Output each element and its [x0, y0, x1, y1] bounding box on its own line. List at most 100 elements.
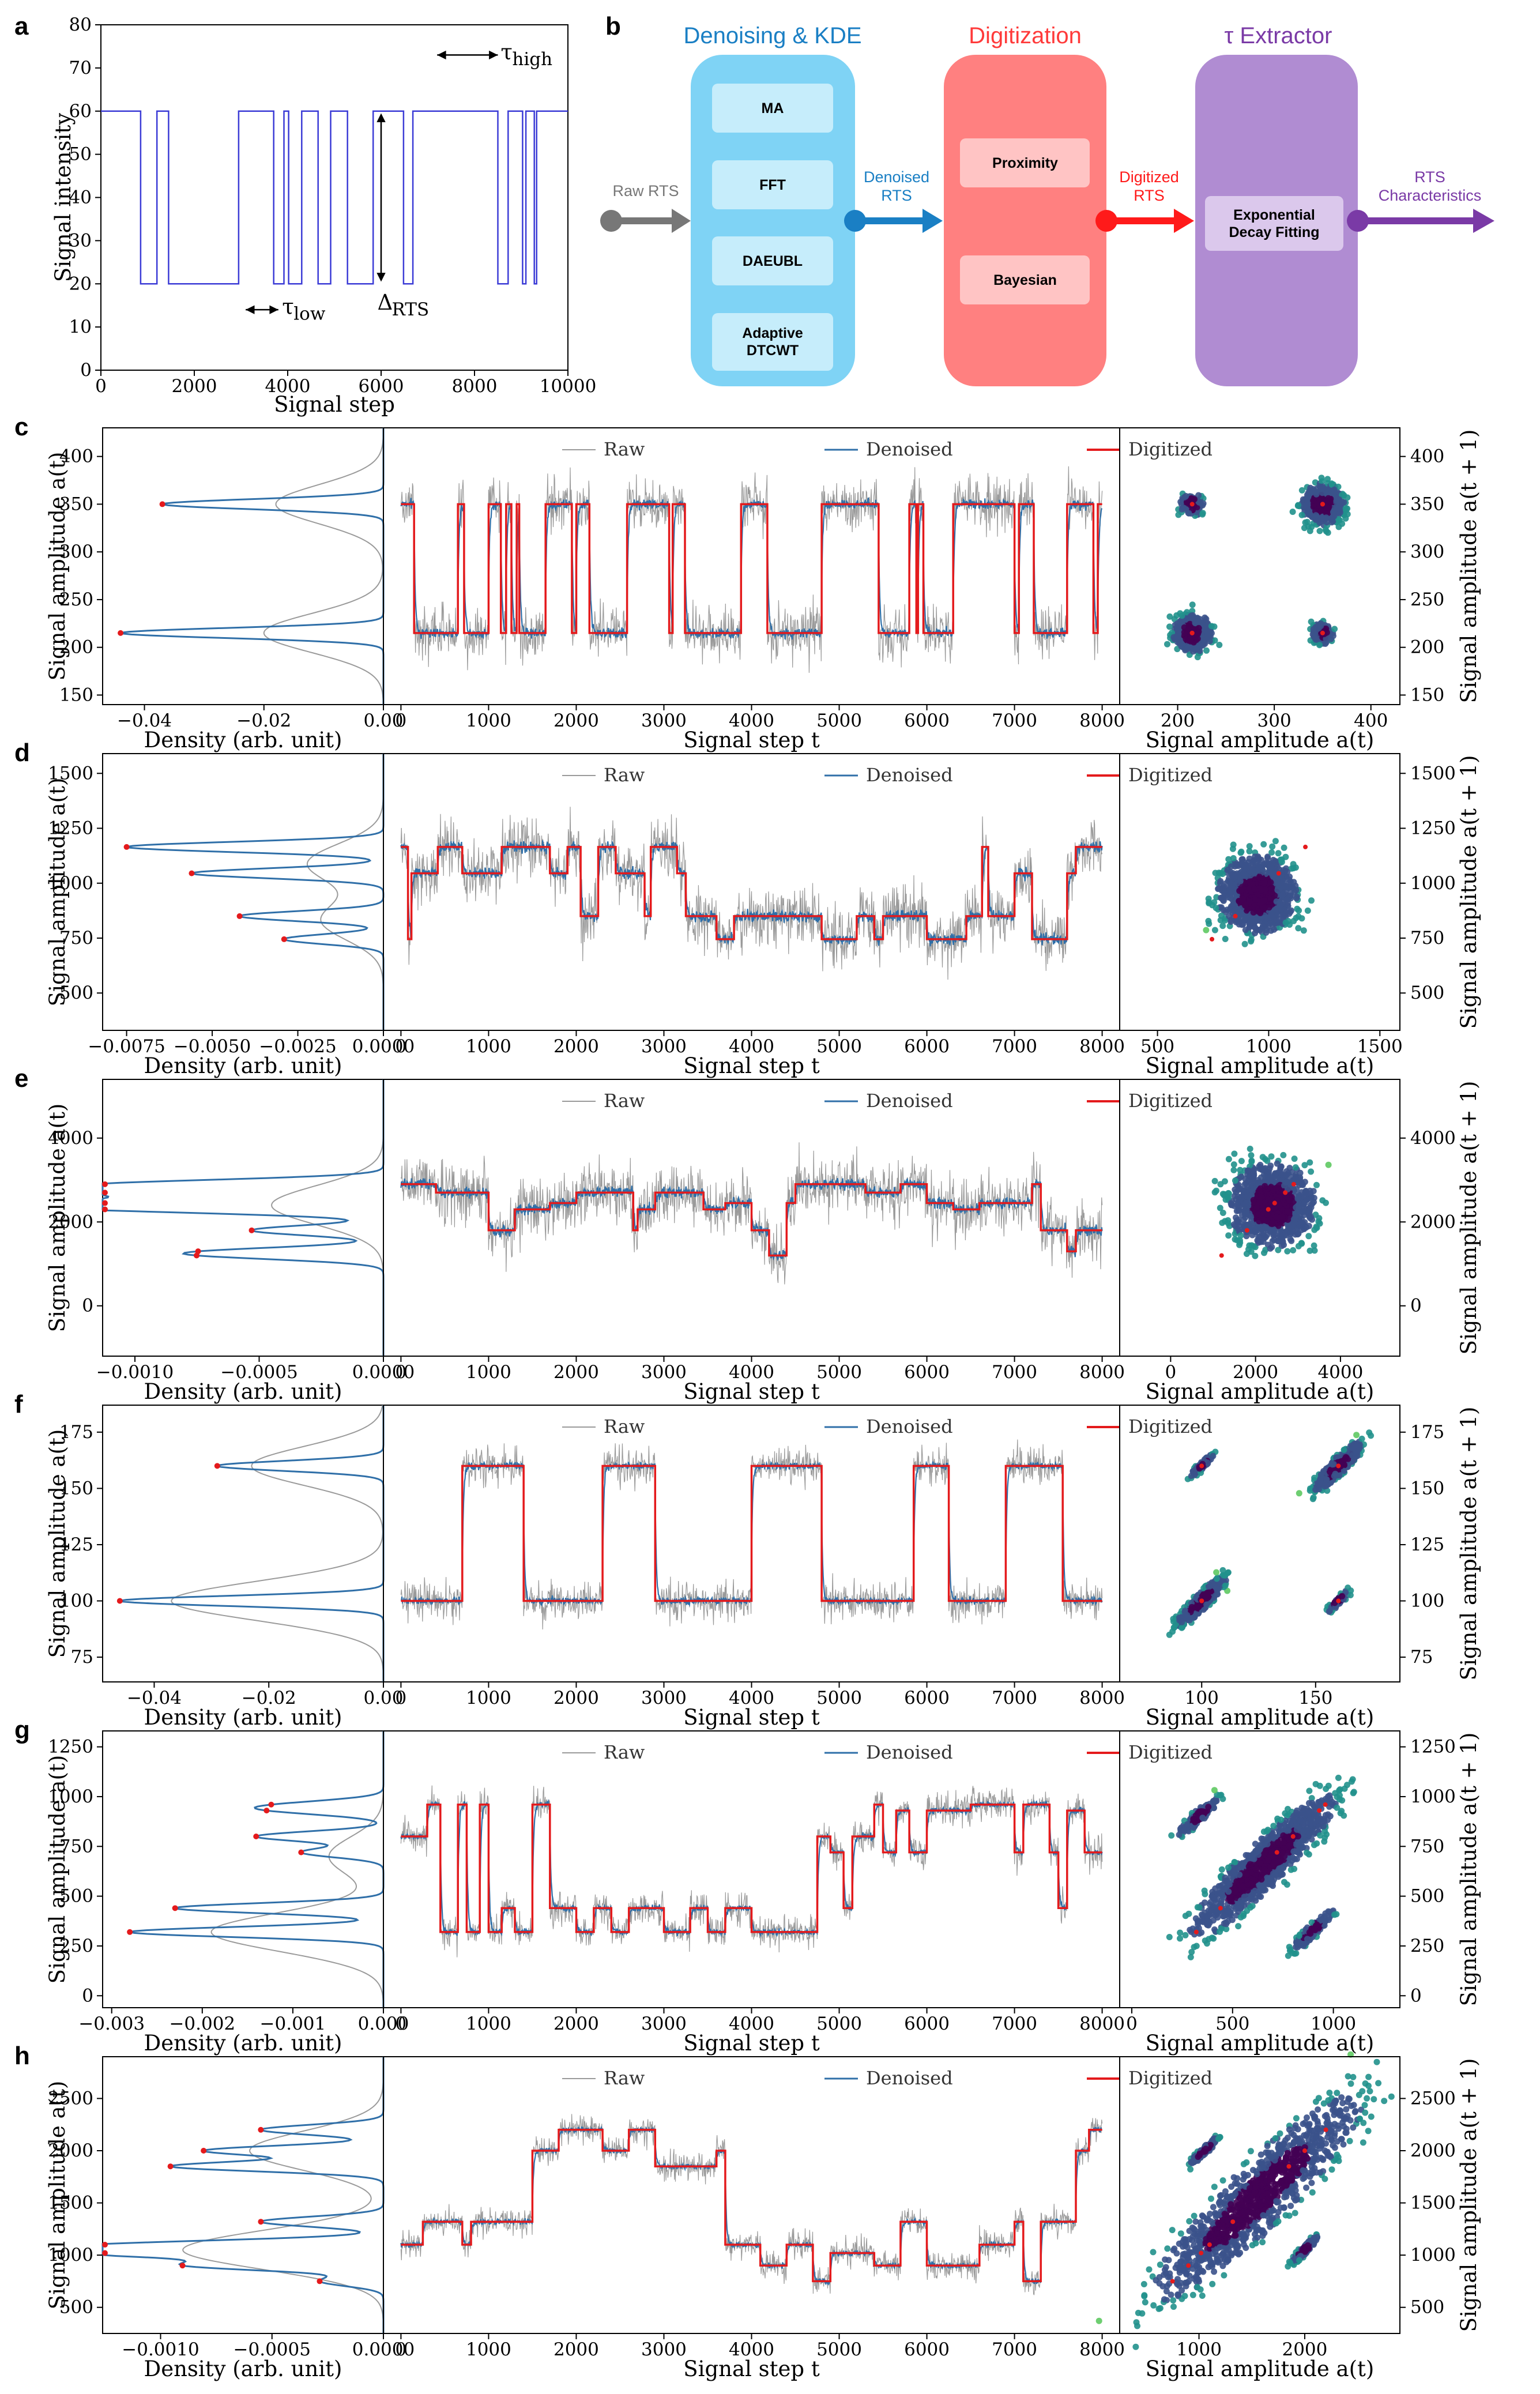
- scatter-point: [1295, 925, 1302, 932]
- x-tick-label: 2000: [554, 710, 599, 731]
- scatter-center-marker: [1320, 630, 1325, 635]
- scatter-point: [1249, 1188, 1256, 1195]
- legend-label: Denoised: [866, 438, 953, 460]
- density-peak-marker: [214, 1463, 220, 1469]
- x-tick-label: 8000: [1079, 1362, 1125, 1383]
- scatter-point: [1166, 623, 1173, 630]
- legend-label: Raw: [604, 1090, 645, 1112]
- scatter-point: [1263, 929, 1270, 936]
- scatter-point: [1289, 509, 1296, 515]
- legend-label: Denoised: [866, 1416, 953, 1437]
- scatter-point: [1242, 872, 1249, 879]
- scatter-point: [1323, 1199, 1329, 1206]
- scatter-point: [1244, 1193, 1251, 1200]
- scatter-point: [1328, 519, 1335, 526]
- scatter-point: [1250, 909, 1257, 916]
- scatter-point: [1231, 1150, 1238, 1157]
- scatter-point: [1222, 936, 1229, 942]
- method-daeubl: DAEUBL: [743, 253, 803, 269]
- scatter-point: [1184, 609, 1191, 616]
- y-tick-label: 2000: [1410, 1211, 1456, 1232]
- y-tick-label: 1250: [1410, 818, 1456, 839]
- y-tick-label: 20: [69, 273, 92, 294]
- trace-denoised-line: [400, 840, 1103, 947]
- stage-box-denoising: [691, 55, 855, 386]
- panel-label-c: c: [14, 413, 28, 441]
- scatter-point: [1261, 897, 1267, 904]
- y-axis-label: Signal amplitude a(t): [45, 1104, 70, 1332]
- scatter-point: [1192, 620, 1199, 627]
- y-tick-label: 750: [59, 928, 93, 948]
- y-tick-label: 1000: [48, 873, 93, 894]
- scatter-point: [1230, 901, 1237, 908]
- scatter-point: [1225, 1190, 1232, 1197]
- tau-low-arrowhead-right: [269, 305, 278, 314]
- trace-plot: 0 1000 2000 3000 4000 5000 6000 7000 8000Signal …: [383, 753, 1213, 1078]
- scatter-point: [1202, 614, 1208, 621]
- scatter-point: [1195, 1603, 1202, 1610]
- scatter-point: [1205, 895, 1212, 902]
- scatter-point: [1326, 1608, 1333, 1614]
- x-tick-label: 7000: [992, 1036, 1037, 1057]
- scatter-point: [1308, 897, 1315, 904]
- y-tick-label: 150: [59, 684, 93, 705]
- y-axis-label: Signal amplitude a(t): [45, 452, 70, 681]
- legend-label: Denoised: [866, 764, 953, 786]
- x-tick-label: 0.0000: [352, 1036, 415, 1057]
- x-tick-label: 10000: [540, 376, 597, 397]
- scatter-point: [1211, 927, 1218, 933]
- scatter-point: [1311, 1474, 1318, 1481]
- x-tick-label: −0.0075: [88, 1036, 165, 1057]
- x-tick-label: −0.0050: [174, 1036, 251, 1057]
- scatter-point: [1317, 1476, 1324, 1482]
- scatter-point: [1291, 1155, 1298, 1162]
- scatter-point: [1297, 1174, 1304, 1181]
- x-axis-label: Density (arb. unit): [144, 728, 342, 752]
- density-plot: −0.04 −0.02 0.00150200250300350400Density …: [45, 427, 404, 752]
- delta-arrowhead-bottom: [376, 273, 386, 282]
- scatter-point: [1323, 635, 1330, 642]
- scatter-point: [1256, 1218, 1263, 1225]
- scatter-point: [1271, 1204, 1278, 1211]
- scatter-point: [1280, 878, 1287, 885]
- scatter-point: [1256, 908, 1263, 915]
- scatter-point: [1252, 924, 1259, 931]
- method-box-daeubl: [712, 236, 833, 285]
- y-axis-label: Signal amplitude a(t): [45, 1429, 70, 1658]
- scatter-point: [1247, 1146, 1253, 1152]
- y-tick-label: 4000: [1410, 1128, 1456, 1149]
- scatter-point: [1247, 1213, 1254, 1220]
- x-tick-label: 3000: [641, 1688, 687, 1708]
- pipeline-schematic: Denoising & KDE Digitization τ Extractor…: [600, 23, 1494, 386]
- scatter-point: [1274, 1160, 1281, 1167]
- scatter-point: [1301, 1162, 1308, 1169]
- scatter-point: [1294, 905, 1301, 912]
- x-tick-label: 7000: [992, 710, 1037, 731]
- y-axis-label: Signal amplitude a(t + 1): [1456, 1081, 1481, 1355]
- scatter-point: [1246, 848, 1253, 855]
- density-peak-marker: [116, 1598, 123, 1604]
- scatter-point: [1199, 510, 1206, 517]
- y-tick-label: 500: [1410, 983, 1444, 1003]
- y-tick-label: 350: [1410, 494, 1444, 514]
- scatter-point: [1325, 1161, 1332, 1168]
- y-tick-label: 30: [69, 230, 92, 251]
- scatter-point: [1220, 1572, 1227, 1579]
- arrow-label-denoised: Denoised RTS: [863, 168, 930, 204]
- y-tick-label: 1500: [1410, 763, 1456, 784]
- scatter-point: [1261, 1234, 1268, 1241]
- y-tick-label: 60: [69, 101, 92, 122]
- scatter-point: [1195, 624, 1202, 631]
- method-box-fft: [712, 160, 833, 209]
- scatter-point: [1256, 1187, 1263, 1194]
- scatter-point: [1213, 1569, 1220, 1576]
- x-axis-label: Signal amplitude a(t): [1146, 1379, 1375, 1404]
- scatter-point: [1222, 1582, 1229, 1589]
- scatter-point: [1213, 905, 1219, 912]
- x-tick-label: 4000: [265, 376, 311, 397]
- density-peak-marker: [102, 1181, 108, 1187]
- x-axis-label: Density (arb. unit): [144, 1053, 342, 1078]
- scatter-point: [1274, 912, 1281, 919]
- scatter-point: [1237, 1232, 1244, 1239]
- scatter-point: [1303, 1224, 1310, 1231]
